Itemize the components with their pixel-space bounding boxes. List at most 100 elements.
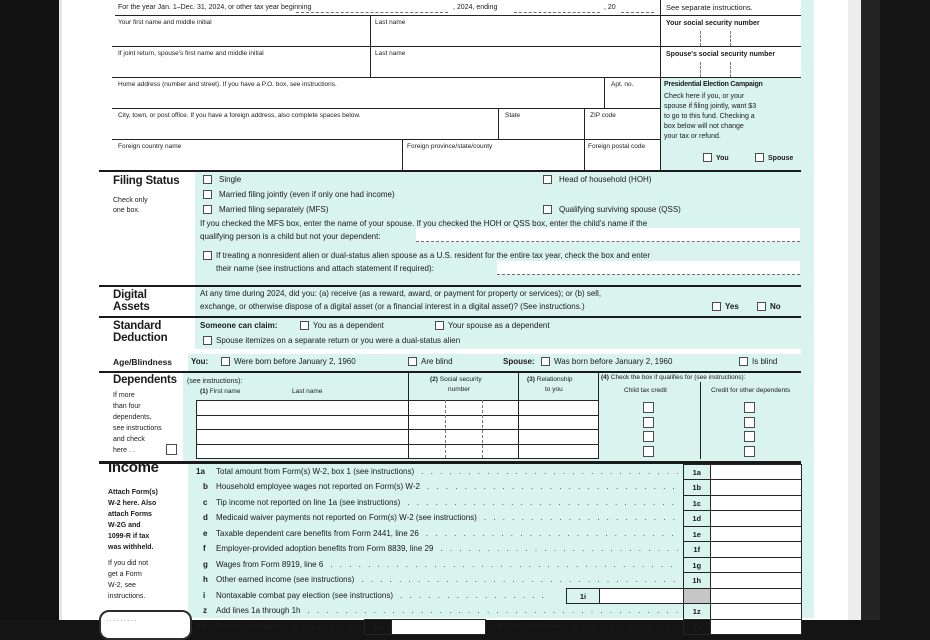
line-amount-input[interactable] — [709, 587, 802, 604]
apt-input[interactable] — [606, 90, 658, 107]
digital-assets-yes-checkbox[interactable] — [712, 302, 721, 311]
line-2a-inner-box: 2a — [364, 618, 392, 635]
spouse-first-name-input[interactable] — [116, 59, 368, 76]
first-name-input[interactable] — [116, 28, 368, 45]
dependents-side-note: here . . — [113, 447, 135, 454]
more-than-four-checkbox[interactable] — [166, 444, 177, 455]
age-you-born-checkbox[interactable] — [221, 357, 230, 366]
claim-you-checkbox[interactable] — [300, 321, 309, 330]
dep-col3-header2: to you — [545, 386, 563, 393]
spouse-itemizes-checkbox[interactable] — [203, 336, 212, 345]
age-you-born-label: Were born before January 2, 1960 — [234, 357, 356, 366]
claim-you-label: You as a dependent — [313, 321, 384, 330]
spouse-name-label: If joint return, spouse's first name and… — [118, 50, 264, 57]
line-amount-input[interactable] — [709, 463, 802, 480]
age-spouse-born-checkbox[interactable] — [541, 357, 550, 366]
line-number: g — [203, 559, 208, 569]
pec-you-label: You — [716, 155, 729, 162]
first-name-label: Your first name and middle initial — [118, 19, 212, 26]
spouse-last-name-input[interactable] — [372, 59, 658, 76]
line-amount-input[interactable] — [709, 618, 802, 635]
filing-mfs-checkbox[interactable] — [203, 205, 212, 214]
filing-nra-name-input[interactable] — [497, 261, 800, 275]
spouse-ssn-input[interactable] — [662, 61, 799, 76]
dep-ctc-checkbox[interactable] — [643, 446, 654, 457]
viewer-scroll-gutter[interactable] — [861, 0, 880, 620]
line-number: 1a — [196, 466, 205, 476]
filing-qss-checkbox[interactable] — [543, 205, 552, 214]
line-box-label: 1e — [683, 525, 711, 542]
dependent-row-input[interactable] — [196, 400, 599, 416]
line-amount-input[interactable] — [709, 572, 802, 589]
filing-nra-checkbox[interactable] — [203, 251, 212, 260]
pec-title: Presidential Election Campaign — [664, 81, 763, 88]
dep-cod-checkbox[interactable] — [744, 402, 755, 413]
your-ssn-input[interactable] — [662, 30, 799, 45]
dependent-row-input[interactable] — [196, 414, 599, 430]
line-1i-input[interactable] — [599, 587, 684, 604]
dep-ctc-checkbox[interactable] — [643, 431, 654, 442]
filing-single-checkbox[interactable] — [203, 175, 212, 184]
foreign-province-input[interactable] — [404, 152, 582, 169]
tax-year-end-input[interactable] — [514, 3, 600, 13]
line-amount-input[interactable] — [709, 556, 802, 573]
dep-cod-checkbox[interactable] — [744, 431, 755, 442]
filing-mfj-label: Married filing jointly (even if only one… — [219, 190, 395, 199]
line-2a-input[interactable] — [391, 618, 486, 635]
line-box-label: 1d — [683, 510, 711, 527]
digital-assets-no-checkbox[interactable] — [757, 302, 766, 311]
home-address-label: Home address (number and street). If you… — [118, 81, 337, 88]
pec-you-checkbox[interactable] — [703, 153, 712, 162]
claim-spouse-checkbox[interactable] — [435, 321, 444, 330]
line-amount-input[interactable] — [709, 494, 802, 511]
age-you-blind-label: Are blind — [421, 357, 453, 366]
state-input[interactable] — [500, 121, 582, 138]
dependent-row-input[interactable] — [196, 429, 599, 445]
income-title: Income — [108, 459, 159, 476]
dep-cod-checkbox[interactable] — [744, 446, 755, 457]
tax-year-yy-input[interactable] — [621, 3, 654, 13]
income-noform-note: instructions. — [108, 593, 146, 600]
line-amount-input[interactable] — [709, 541, 802, 558]
line-amount-input[interactable] — [709, 525, 802, 542]
line-number: e — [203, 528, 208, 538]
income-attach-note: 1099-R if tax — [108, 533, 150, 540]
filing-child-name-input[interactable] — [416, 228, 800, 242]
foreign-postal-input[interactable] — [586, 152, 658, 169]
line-amount-input[interactable] — [709, 510, 802, 527]
pdf-viewer: { "colors":{"mint":"#d9f3ee","page":"#ff… — [59, 0, 880, 640]
dependent-row-input[interactable] — [196, 443, 599, 459]
filing-mfs-note: If you checked the MFS box, enter the na… — [200, 219, 648, 228]
dependents-side-note: If more — [113, 392, 135, 399]
line-box-label: 1g — [683, 556, 711, 573]
dep-ctc-checkbox[interactable] — [643, 402, 654, 413]
home-address-input[interactable] — [116, 90, 602, 107]
standard-deduction-shading — [195, 318, 801, 349]
age-you-blind-checkbox[interactable] — [408, 357, 417, 366]
income-attach-note: W-2G and — [108, 522, 141, 529]
age-spouse-blind-checkbox[interactable] — [739, 357, 748, 366]
line-amount-input[interactable] — [709, 603, 802, 620]
line-amount-input[interactable] — [709, 479, 802, 496]
foreign-country-label: Foreign country name — [118, 143, 182, 150]
foreign-province-label: Foreign province/state/county — [407, 143, 493, 150]
tax-year-begin-input[interactable] — [296, 3, 448, 13]
age-spouse-label: Spouse: — [503, 357, 535, 366]
pec-spouse-checkbox[interactable] — [755, 153, 764, 162]
filing-mfj-checkbox[interactable] — [203, 190, 212, 199]
line-number: z — [203, 606, 207, 615]
dep-cod-checkbox[interactable] — [744, 417, 755, 428]
dependents-side-note: and check — [113, 436, 145, 443]
filing-hoh-checkbox[interactable] — [543, 175, 552, 184]
foreign-country-input[interactable] — [116, 152, 400, 169]
line-text: Taxable interest. . . . . . . . . . . . … — [510, 622, 678, 631]
line-text: Nontaxable combat pay election (see inst… — [216, 590, 544, 600]
city-input[interactable] — [116, 121, 496, 138]
dependents-side-note: see instructions — [113, 425, 162, 432]
page-left-edge — [59, 0, 62, 620]
last-name-input[interactable] — [372, 28, 658, 45]
last-name-label: Last name — [375, 19, 406, 26]
dep-ctc-checkbox[interactable] — [643, 417, 654, 428]
digital-assets-yes-label: Yes — [725, 302, 739, 311]
zip-input[interactable] — [586, 121, 658, 138]
